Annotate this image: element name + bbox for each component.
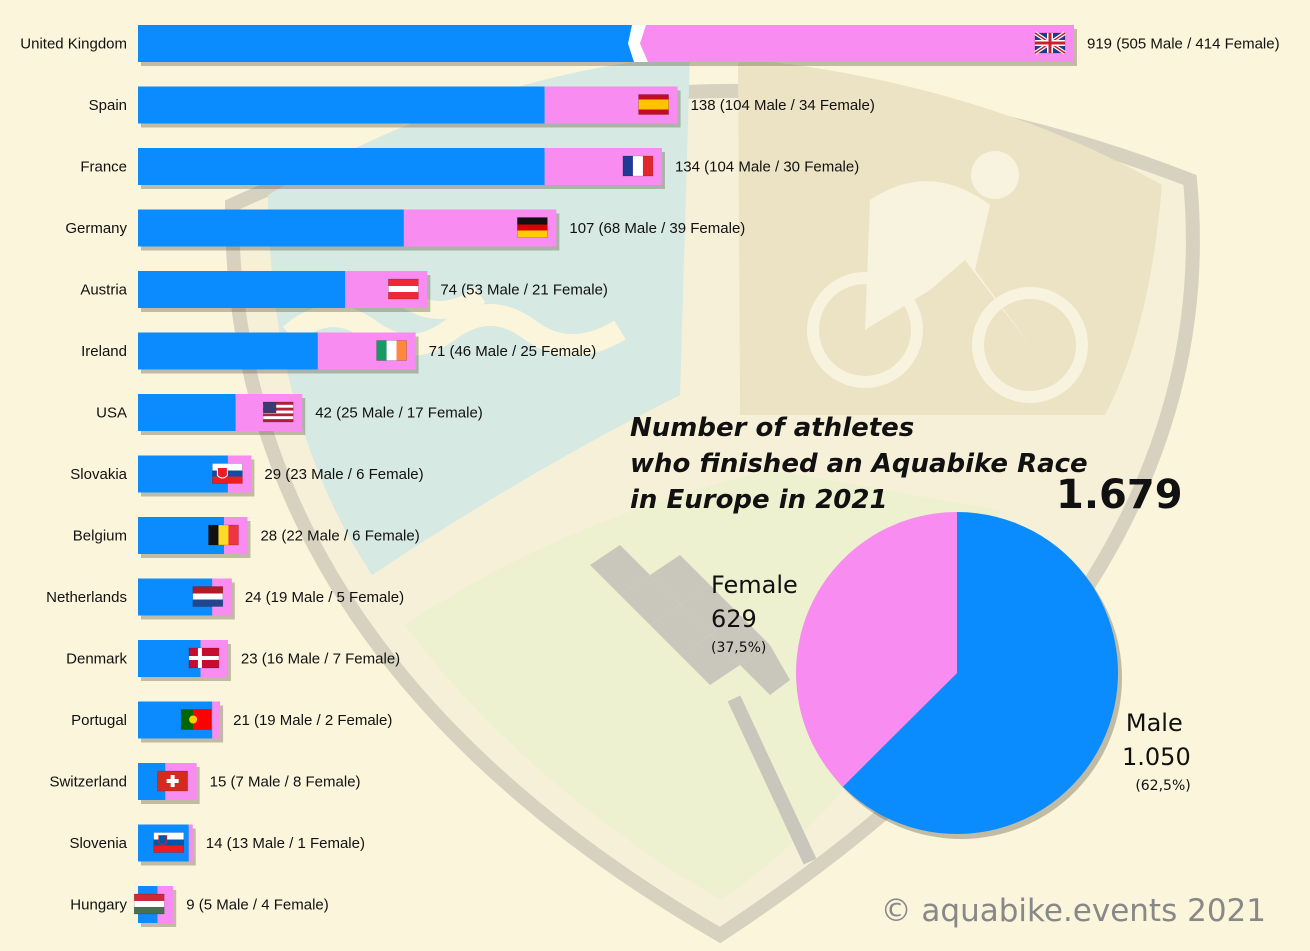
male-bar [138, 332, 318, 370]
bar-row: Spain 138 (104 Male / 34 Female) [89, 86, 875, 128]
checkered-flag-icon [590, 545, 817, 865]
male-bar [138, 209, 404, 247]
pie-chart-title: Number of athletes who finished an Aquab… [630, 410, 1088, 518]
bar-row: Switzerland 15 (7 Male / 8 Female) [49, 763, 361, 804]
category-label: Switzerland [49, 774, 127, 791]
male-bar [138, 25, 640, 62]
pt-flag [180, 709, 212, 730]
bar-row: Netherlands 24 (19 Male / 5 Female) [46, 578, 404, 620]
cyclist-icon [807, 151, 1088, 403]
category-label: United Kingdom [20, 36, 127, 53]
total-athletes: 1.679 [1056, 472, 1183, 518]
category-label: France [80, 159, 127, 176]
bar-row: France 134 (104 Male / 30 Female) [80, 148, 859, 189]
nl-flag [192, 586, 224, 607]
category-label: USA [96, 405, 127, 422]
value-label: 919 (505 Male / 414 Female) [1087, 36, 1280, 53]
value-label: 14 (13 Male / 1 Female) [206, 835, 365, 852]
dk-flag [188, 647, 220, 669]
value-label: 74 (53 Male / 21 Female) [440, 282, 608, 299]
value-label: 21 (19 Male / 2 Female) [233, 712, 392, 729]
bar-row: Slovenia 14 (13 Male / 1 Female) [69, 824, 365, 866]
es-flag [638, 94, 669, 115]
category-label: Netherlands [46, 589, 127, 606]
female-count: 629 [711, 605, 757, 633]
copyright-notice: © aquabike.events 2021 [880, 893, 1266, 929]
value-label: 15 (7 Male / 8 Female) [210, 774, 361, 791]
female-bar [188, 824, 193, 862]
female-pie-slice [795, 512, 957, 787]
category-label: Austria [80, 282, 127, 299]
value-label: 138 (104 Male / 34 Female) [691, 97, 875, 114]
bar-row: United Kingdom 919 (505 Male / 414 Female… [20, 25, 1280, 66]
fr-flag [622, 155, 654, 177]
de-flag [517, 217, 548, 238]
at-flag [388, 278, 419, 300]
title-line-3: in Europe in 2021 [630, 485, 888, 515]
bar-row: Portugal 21 (19 Male / 2 Female) [71, 701, 392, 743]
axis-break-mark [628, 25, 648, 62]
value-label: 29 (23 Male / 6 Female) [264, 466, 423, 483]
male-percent: (62,5%) [1135, 778, 1191, 794]
male-bar [138, 271, 346, 308]
category-label: Spain [89, 97, 127, 114]
male-count: 1.050 [1122, 743, 1191, 771]
value-label: 24 (19 Male / 5 Female) [245, 589, 404, 606]
ch-flag [157, 770, 188, 792]
title-line-1: Number of athletes [630, 413, 915, 443]
male-bar [138, 148, 545, 185]
male-bar [138, 86, 545, 124]
bar-row: USA 42 (25 Male / 17 Female) [96, 394, 483, 435]
female-slice-label: Female 629 (37,5%) [711, 568, 798, 660]
bar-row: Denmark 23 (16 Male / 7 Female) [66, 640, 400, 681]
bar-row: Germany 107 (68 Male / 39 Female) [65, 209, 745, 251]
category-label: Denmark [66, 651, 127, 668]
male-name: Male [1125, 709, 1183, 737]
female-percent: (37,5%) [711, 640, 767, 656]
value-label: 71 (46 Male / 25 Female) [429, 343, 597, 360]
category-label: Hungary [70, 897, 127, 914]
category-label: Belgium [73, 528, 127, 545]
value-label: 134 (104 Male / 30 Female) [675, 159, 859, 176]
bar-row: Belgium 28 (22 Male / 6 Female) [73, 517, 420, 558]
category-label: Portugal [71, 712, 127, 729]
be-flag [208, 524, 239, 546]
category-label: Ireland [81, 343, 127, 360]
value-label: 28 (22 Male / 6 Female) [260, 528, 419, 545]
ie-flag [376, 340, 407, 361]
si-flag [153, 832, 185, 853]
bar-row: Ireland 71 (46 Male / 25 Female) [81, 332, 597, 374]
us-flag [262, 401, 294, 423]
male-pie-slice [842, 512, 1118, 834]
male-slice-label: Male 1.050 (62,5%) [1122, 706, 1191, 798]
gb-flag [1033, 31, 1067, 55]
value-label: 42 (25 Male / 17 Female) [315, 405, 483, 422]
female-bar [640, 25, 1074, 62]
category-label: Slovakia [70, 466, 127, 483]
title-line-2: who finished an Aquabike Race [630, 449, 1088, 479]
category-label: Slovenia [69, 835, 127, 852]
hu-flag [133, 893, 165, 915]
value-label: 9 (5 Male / 4 Female) [186, 897, 329, 914]
bar-row: Slovakia 29 (23 Male / 6 Female) [70, 455, 424, 497]
category-label: Germany [65, 220, 127, 237]
male-bar [138, 394, 236, 431]
bar-row: Austria 74 (53 Male / 21 Female) [80, 271, 608, 312]
bar-row: Hungary 9 (5 Male / 4 Female) [70, 886, 329, 927]
female-name: Female [711, 571, 798, 599]
sk-flag [212, 463, 243, 484]
female-bar [212, 701, 221, 739]
value-label: 23 (16 Male / 7 Female) [241, 651, 400, 668]
value-label: 107 (68 Male / 39 Female) [569, 220, 745, 237]
